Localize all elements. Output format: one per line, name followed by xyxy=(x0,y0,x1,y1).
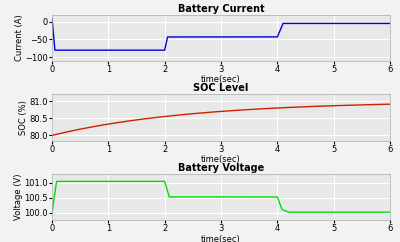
X-axis label: time(sec): time(sec) xyxy=(201,76,241,84)
Title: Battery Current: Battery Current xyxy=(178,4,264,14)
Y-axis label: SOC (%): SOC (%) xyxy=(19,100,28,135)
Y-axis label: Current (A): Current (A) xyxy=(15,14,24,61)
Title: SOC Level: SOC Level xyxy=(193,83,249,93)
Y-axis label: Voltage (V): Voltage (V) xyxy=(14,174,23,220)
X-axis label: time(sec): time(sec) xyxy=(201,155,241,164)
Title: Battery Voltage: Battery Voltage xyxy=(178,163,264,173)
X-axis label: time(sec): time(sec) xyxy=(201,235,241,242)
